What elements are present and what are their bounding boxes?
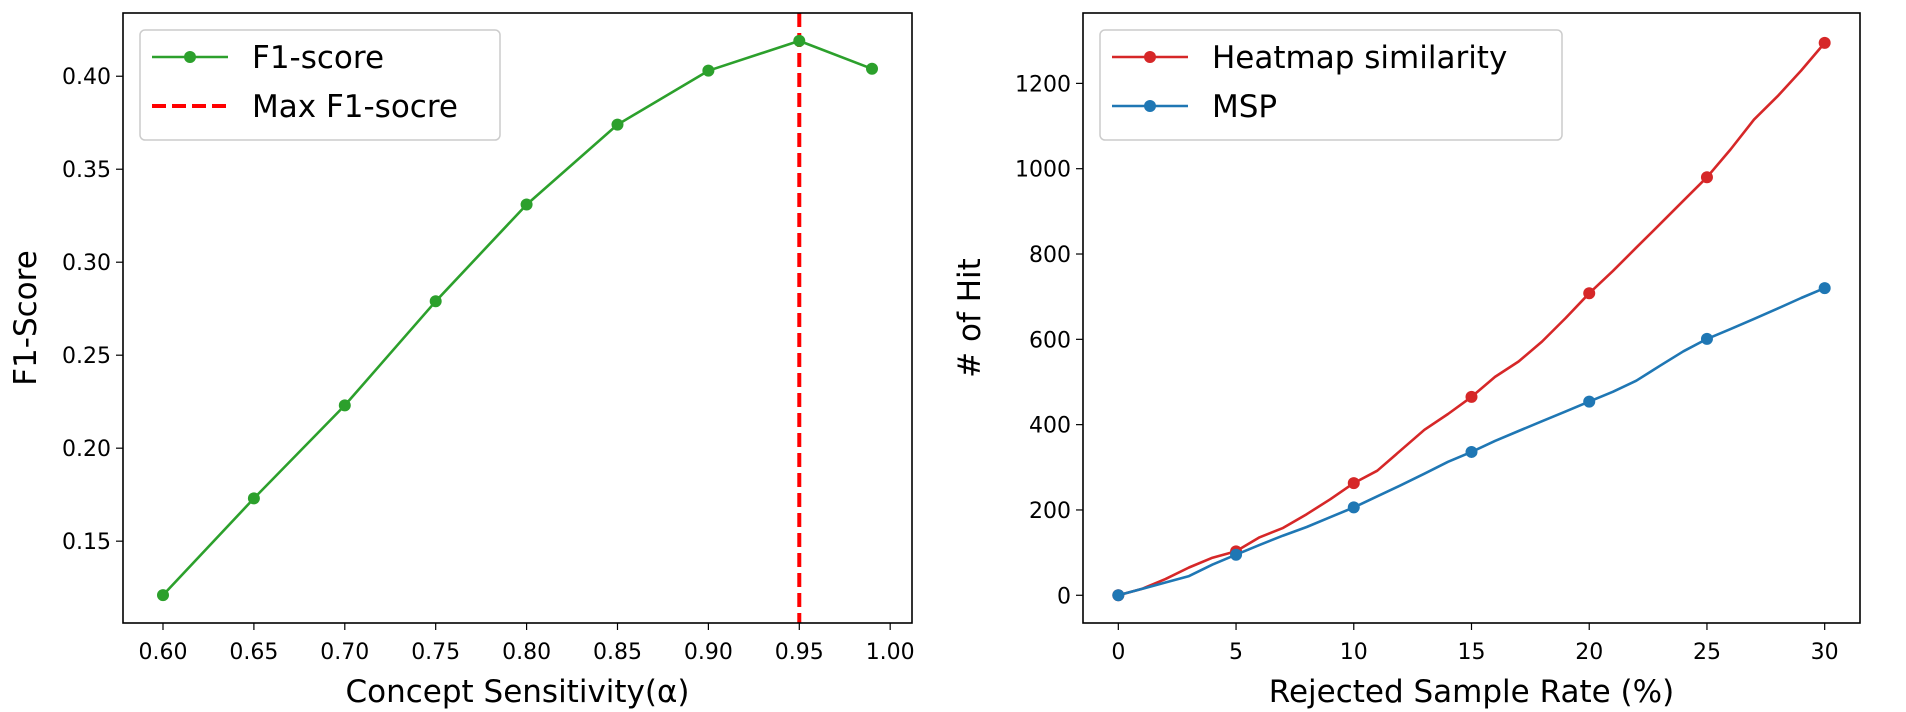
msp-line — [1117, 286, 1826, 597]
msp-point — [1347, 501, 1360, 514]
legend-label: Max F1-socre — [252, 89, 458, 125]
heatmap-similarity-point — [1818, 36, 1831, 49]
legend-f1-score-marker — [184, 51, 196, 63]
f1-score-point — [338, 399, 351, 412]
msp-point — [1465, 445, 1478, 458]
msp-point — [1700, 332, 1713, 345]
hit-count-chart: 0 5 10 15 20 25 30 0 200 400 600 800 1000 1200 Rejecte… — [952, 12, 1861, 710]
msp-point — [1112, 589, 1125, 602]
f1-score-point — [247, 492, 260, 505]
y-tick-label: 0.25 — [62, 344, 111, 369]
heatmap-similarity-point — [1700, 171, 1713, 184]
legend-label: MSP — [1212, 89, 1277, 125]
x-tick-label: 1.00 — [866, 640, 915, 665]
y-tick-label: 1200 — [1015, 72, 1071, 97]
legend-heatmap-similarity-marker — [1144, 51, 1156, 63]
f1-score-point — [611, 118, 624, 131]
x-tick-label: 0.80 — [502, 640, 551, 665]
y-tick-label: 400 — [1029, 414, 1071, 439]
x-tick-label: 25 — [1693, 640, 1721, 665]
x-tick-label: 5 — [1229, 640, 1243, 665]
y-tick-label: 600 — [1029, 328, 1071, 353]
f1-score-point — [793, 34, 806, 47]
legend-label: Heatmap similarity — [1212, 40, 1507, 76]
x-tick-label: 30 — [1811, 640, 1839, 665]
legend-box — [1099, 29, 1563, 141]
f1-score-point — [520, 198, 533, 211]
legend-label: F1-score — [252, 40, 384, 76]
f1-score-point — [156, 589, 169, 602]
x-tick-label: 0.65 — [229, 640, 278, 665]
x-tick-label: 20 — [1575, 640, 1603, 665]
y-tick-label: 1000 — [1015, 158, 1071, 183]
y-tick-label: 0.35 — [62, 158, 111, 183]
x-axis-label: Rejected Sample Rate (%) — [1269, 674, 1674, 710]
y-tick-label: 200 — [1029, 499, 1071, 524]
y-tick-label: 0.15 — [62, 530, 111, 555]
x-tick-label: 0 — [1111, 640, 1125, 665]
msp-point — [1818, 282, 1831, 295]
legend-msp-marker — [1144, 100, 1156, 112]
y-tick-label: 0.20 — [62, 437, 111, 462]
x-tick-label: 0.85 — [593, 640, 642, 665]
y-tick-label: 800 — [1029, 243, 1071, 268]
f1-score-point — [702, 64, 715, 77]
axes-frame — [122, 12, 913, 624]
x-axis-label: Concept Sensitivity(α) — [345, 674, 689, 710]
x-tick-label: 0.90 — [684, 640, 733, 665]
y-axis-label: F1-Score — [8, 250, 44, 386]
heatmap-similarity-point — [1347, 477, 1360, 490]
f1-score-chart: 0.60 0.65 0.70 0.75 0.80 0.85 0.90 0.95 1.00 0.15… — [8, 12, 915, 710]
y-tick-label: 0.30 — [62, 251, 111, 276]
y-axis-label: # of Hit — [952, 258, 988, 378]
x-tick-label: 10 — [1340, 640, 1368, 665]
heatmap-similarity-point — [1583, 287, 1596, 300]
x-tick-label: 0.70 — [320, 640, 369, 665]
msp-point — [1230, 548, 1243, 561]
legend-box — [139, 29, 501, 141]
axes-frame — [1082, 12, 1861, 624]
y-tick-label: 0.40 — [62, 65, 111, 90]
x-tick-label: 0.95 — [775, 640, 824, 665]
x-tick-label: 0.75 — [411, 640, 460, 665]
msp-point — [1583, 395, 1596, 408]
x-tick-label: 15 — [1458, 640, 1486, 665]
x-tick-label: 0.60 — [139, 640, 188, 665]
y-tick-label: 0 — [1057, 584, 1071, 609]
heatmap-similarity-point — [1465, 390, 1478, 403]
f1-score-point — [866, 62, 879, 75]
f1-score-point — [429, 295, 442, 308]
